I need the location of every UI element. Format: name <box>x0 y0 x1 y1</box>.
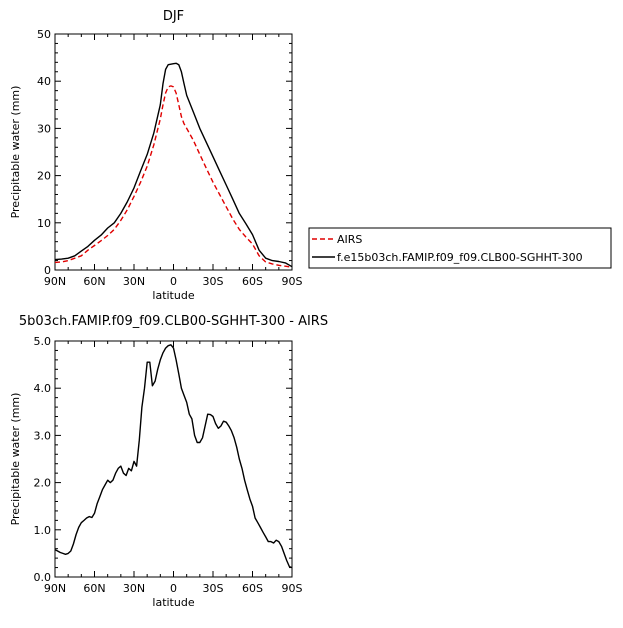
y-axis-title: Precipitable water (mm) <box>9 393 22 526</box>
y-tick-label: 0.0 <box>34 571 52 584</box>
x-tick-label: 60N <box>83 582 105 595</box>
y-tick-label: 40 <box>37 75 51 88</box>
x-tick-label: 90N <box>44 275 66 288</box>
legend-box <box>308 227 612 269</box>
y-axis-title: Precipitable water (mm) <box>9 86 22 219</box>
y-tick-label: 5.0 <box>34 335 52 348</box>
plot-frame <box>54 340 293 578</box>
chart-title: DJF <box>163 9 184 24</box>
legend-label: AIRS <box>337 233 362 246</box>
x-tick-label: 30S <box>203 275 224 288</box>
legend-label: f.e15b03ch.FAMIP.f09_f09.CLB00-SGHHT-300 <box>337 251 583 264</box>
y-tick-label: 10 <box>37 217 51 230</box>
series-line-0 <box>54 85 293 268</box>
y-tick-label: 4.0 <box>34 382 52 395</box>
x-tick-label: 60S <box>242 582 263 595</box>
x-tick-label: 30N <box>123 275 145 288</box>
x-tick-label: 30N <box>123 582 145 595</box>
series-line-0 <box>54 344 293 569</box>
series-line-1 <box>54 62 293 268</box>
y-tick-label: 20 <box>37 170 51 183</box>
y-tick-label: 50 <box>37 28 51 41</box>
y-tick-label: 3.0 <box>34 429 52 442</box>
x-tick-label: 90S <box>282 582 303 595</box>
y-tick-label: 1.0 <box>34 524 52 537</box>
x-tick-label: 60S <box>242 275 263 288</box>
x-tick-label: 0 <box>170 275 177 288</box>
x-axis-title: latitude <box>152 289 194 302</box>
y-tick-label: 30 <box>37 122 51 135</box>
chart-title: 5b03ch.FAMIP.f09_f09.CLB00-SGHHT-300 - A… <box>19 314 328 329</box>
x-tick-label: 0 <box>170 582 177 595</box>
x-tick-label: 90N <box>44 582 66 595</box>
y-tick-label: 0 <box>44 264 51 277</box>
x-tick-label: 30S <box>203 582 224 595</box>
plot-frame <box>54 33 293 271</box>
x-axis-title: latitude <box>152 596 194 609</box>
y-tick-label: 2.0 <box>34 477 52 490</box>
x-tick-label: 60N <box>83 275 105 288</box>
x-tick-label: 90S <box>282 275 303 288</box>
